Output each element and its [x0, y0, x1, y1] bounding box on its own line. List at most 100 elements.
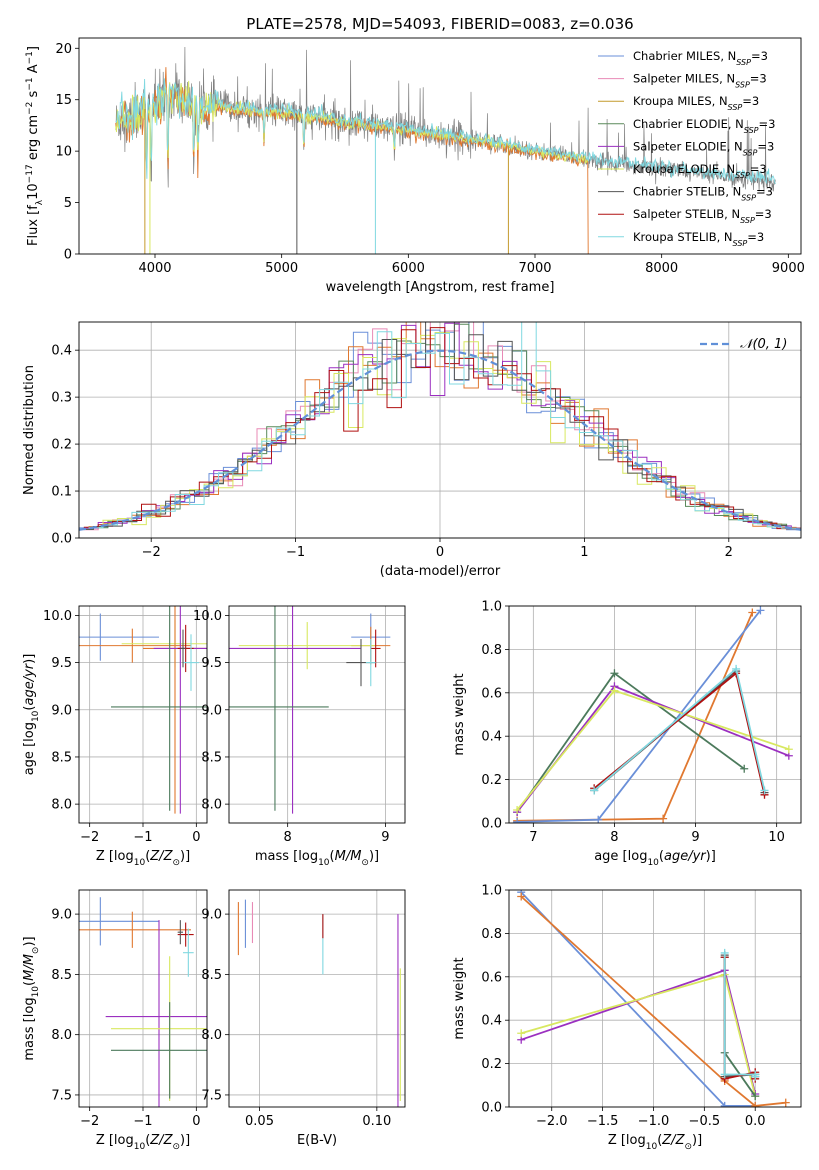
grid-weight_vs_age [509, 605, 801, 824]
legend-label: Kroupa MILES, NSSP=3 [633, 94, 759, 112]
panel-weight_vs_Z: −2.0 −1.5 −1.0 −0.5 0.0 0.0 0.2 0.4 0.6 0.8 1.0 Z [… [452, 884, 802, 1152]
weight-marker [751, 1072, 760, 1081]
y-tick-label: 9.0 [201, 703, 222, 718]
panel-mass_vs_Z: −2 −1 0 7.5 8.0 8.5 9.0 Z [log10(Z/Z⊙)] mass [lo… [22, 889, 208, 1152]
axes-age_vs_mass: 8 9 8.0 8.5 9.0 9.5 10.0 mass [log10(M/M⊙)] [193, 605, 406, 868]
x-tick-label: 0.10 [362, 1114, 391, 1129]
y-tick-label: 1.0 [481, 600, 502, 615]
axes-frame [78, 321, 802, 539]
y-tick-label: 20 [55, 42, 72, 57]
weight-marker [784, 745, 793, 754]
x-axis-label: (data-model)/error [380, 564, 501, 579]
panel-age_vs_mass: 8 9 8.0 8.5 9.0 9.5 10.0 mass [log10(M/M⊙)] [193, 605, 406, 868]
y-tick-label: 10.0 [43, 609, 72, 624]
y-tick-label: 9.0 [201, 908, 222, 923]
y-tick-label: 0.1 [51, 485, 72, 500]
x-tick-label: 2 [725, 545, 733, 560]
y-tick-label: 9.5 [51, 656, 72, 671]
x-tick-label: 0 [192, 830, 200, 845]
weight-marker [517, 892, 526, 901]
weight-marker [720, 1101, 729, 1107]
y-axis-label: mass weight [452, 673, 467, 755]
y-tick-label: 7.5 [51, 1088, 72, 1103]
y-tick-label: 1.0 [481, 884, 502, 899]
y-tick-label: 0.0 [51, 532, 72, 547]
weight-line [517, 609, 762, 823]
plot-area-age_vs_mass [229, 606, 391, 814]
residual-histogram [79, 322, 801, 531]
y-tick-label: 0.3 [51, 391, 72, 406]
y-tick-label: 8.5 [51, 968, 72, 983]
x-tick-label: −0.5 [689, 1114, 721, 1129]
x-tick-label: 9000 [772, 261, 805, 276]
figure-title: PLATE=2578, MJD=54093, FIBERID=0083, z=0… [246, 15, 633, 33]
weight-marker [732, 664, 741, 673]
axes-frame [78, 37, 802, 255]
legend-label: Chabrier ELODIE, NSSP=3 [633, 117, 775, 135]
y-tick-label: 0.8 [481, 927, 502, 942]
y-tick-label: 0 [64, 248, 72, 263]
panel-residuals: −2 −1 0 1 2 0.0 0.1 0.2 0.3 0.4 (data-model)/error… [22, 321, 802, 579]
x-axis-label: age [log10(age/yr)] [594, 849, 716, 868]
grid-mass_vs_EBV [229, 890, 405, 1107]
legend-label: Kroupa ELODIE, NSSP=3 [633, 162, 767, 180]
y-axis-label: Flux [fλ10−17 erg cm−2 s−1 A−1] [25, 46, 45, 246]
panel-weight_vs_age: 7 8 9 10 0.0 0.2 0.4 0.6 0.8 1.0 age [log10(age/yr… [452, 600, 802, 868]
panel-age_vs_Z: −2 −1 0 8.0 8.5 9.0 9.5 10.0 Z [log10(Z/Z⊙)] age … [22, 605, 208, 868]
y-tick-label: 0.8 [481, 643, 502, 658]
y-tick-label: 9.0 [51, 703, 72, 718]
legend-spectrum: Chabrier MILES, NSSP=3 Salpeter MILES, NS… [598, 49, 775, 247]
y-tick-label: 8.5 [201, 750, 222, 765]
y-tick-label: 8.0 [201, 1028, 222, 1043]
axes-mass_vs_EBV: 0.05 0.10 7.5 8.0 8.5 9.0 E(B-V) [201, 889, 406, 1148]
axes-frame [78, 889, 208, 1108]
grid-age_vs_mass [229, 606, 405, 823]
legend-label: Chabrier STELIB, NSSP=3 [633, 185, 773, 203]
weight-marker [740, 764, 749, 773]
panel-spectrum: 4000 5000 6000 7000 8000 9000 0 5 10 15 20 waveleng… [25, 37, 805, 295]
weight-line [517, 612, 754, 822]
y-tick-label: 0.2 [481, 1057, 502, 1072]
x-tick-label: −1.5 [587, 1114, 619, 1129]
x-tick-label: 5000 [265, 261, 298, 276]
weight-marker [748, 608, 757, 617]
axes-age_vs_Z: −2 −1 0 8.0 8.5 9.0 9.5 10.0 Z [log10(Z/Z⊙)] age … [22, 605, 208, 868]
y-tick-label: 0.0 [481, 817, 502, 832]
plot-area-residuals [79, 322, 801, 531]
residual-histogram [79, 322, 801, 530]
x-tick-label: 0 [192, 1114, 200, 1129]
y-axis-label: mass weight [452, 957, 467, 1039]
plot-area-weight_vs_age [513, 606, 793, 823]
axes-residuals: −2 −1 0 1 2 0.0 0.1 0.2 0.3 0.4 (data-model)/error… [22, 321, 802, 579]
plot-area-mass_vs_Z [79, 897, 207, 1107]
y-tick-label: 8.0 [51, 798, 72, 813]
y-tick-label: 0.4 [481, 730, 502, 745]
residual-histogram [83, 327, 801, 530]
x-tick-label: −2 [80, 1114, 99, 1129]
weight-marker [610, 669, 619, 678]
x-axis-label: Z [log10(Z/Z⊙)] [96, 1133, 190, 1152]
x-tick-label: 8000 [645, 261, 678, 276]
x-tick-label: −1.0 [638, 1114, 670, 1129]
weight-marker [751, 1101, 760, 1107]
y-tick-label: 15 [55, 93, 72, 108]
panel-mass_vs_EBV: 0.05 0.10 7.5 8.0 8.5 9.0 E(B-V) [201, 889, 406, 1148]
x-tick-label: −1 [286, 545, 305, 560]
weight-marker [781, 1098, 790, 1107]
x-tick-label: 8 [610, 830, 618, 845]
x-tick-label: 7000 [518, 261, 551, 276]
axes-frame [508, 605, 802, 824]
x-tick-label: −2 [142, 545, 161, 560]
x-axis-label: Z [log10(Z/Z⊙)] [608, 1133, 702, 1152]
x-tick-label: 8 [284, 830, 292, 845]
weight-marker [720, 948, 729, 957]
weight-line [520, 969, 757, 1095]
y-tick-label: 8.5 [201, 968, 222, 983]
y-axis-label: mass [log10(M/M⊙)] [22, 936, 41, 1060]
weight-line [520, 895, 786, 1107]
x-axis-label: E(B-V) [297, 1133, 337, 1148]
weight-marker [594, 815, 603, 823]
axes-frame [78, 605, 208, 824]
weight-marker [751, 1092, 760, 1101]
weight-marker [610, 686, 619, 695]
